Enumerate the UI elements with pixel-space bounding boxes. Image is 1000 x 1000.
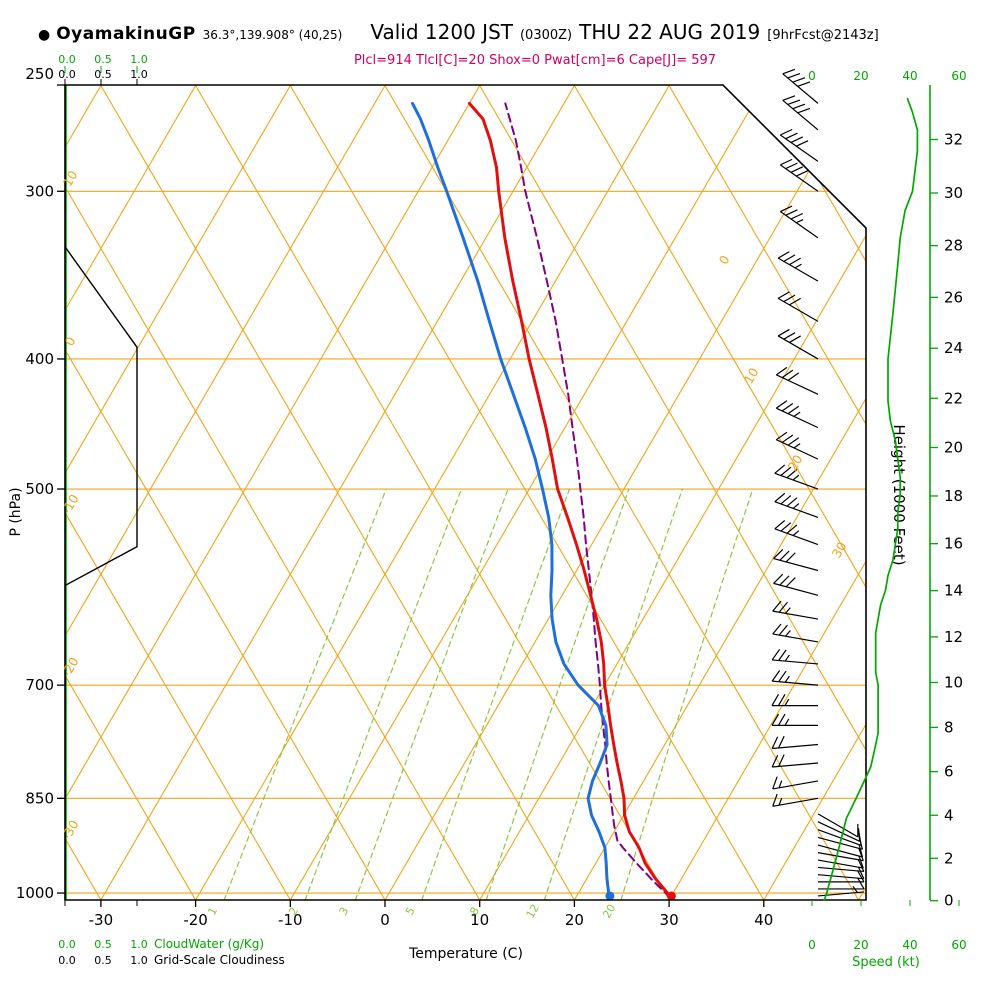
plot-border — [64, 84, 867, 901]
svg-text:-10: -10 — [278, 911, 303, 929]
surface-dots — [605, 891, 676, 901]
svg-text:6: 6 — [944, 763, 954, 781]
svg-text:0.5: 0.5 — [94, 68, 112, 81]
svg-text:1.0: 1.0 — [130, 954, 148, 967]
svg-text:20: 20 — [853, 938, 868, 952]
svg-text:Grid-Scale Cloudiness: Grid-Scale Cloudiness — [154, 953, 285, 967]
svg-text:60: 60 — [951, 938, 966, 952]
svg-text:20: 20 — [853, 69, 868, 83]
svg-text:-30: -30 — [89, 911, 114, 929]
svg-text:30: 30 — [944, 184, 963, 202]
svg-text:-20: -20 — [59, 654, 82, 679]
wind-barbs — [771, 68, 865, 897]
svg-text:0: 0 — [716, 253, 733, 267]
svg-text:0.0: 0.0 — [58, 954, 76, 967]
svg-text:10: 10 — [741, 365, 762, 386]
svg-text:14: 14 — [944, 582, 963, 600]
svg-text:-20: -20 — [183, 911, 208, 929]
svg-text:Speed (kt): Speed (kt) — [852, 955, 920, 970]
valid-time: Valid 1200 JST — [370, 20, 513, 44]
svg-text:40: 40 — [754, 911, 773, 929]
forecast-note: [9hrFcst@2143z] — [767, 28, 879, 43]
speed-profile — [823, 97, 919, 901]
svg-text:20: 20 — [565, 911, 584, 929]
stability-params: Plcl=914 Tlcl[C]=20 Shox=0 Pwat[cm]=6 Ca… — [353, 53, 717, 68]
svg-text:500: 500 — [25, 480, 54, 498]
svg-text:-30: -30 — [59, 817, 82, 842]
sounding-curves — [411, 101, 672, 900]
svg-text:20: 20 — [944, 439, 963, 457]
svg-text:40: 40 — [902, 938, 917, 952]
svg-text:0: 0 — [808, 938, 816, 952]
svg-text:30: 30 — [660, 911, 679, 929]
svg-text:2: 2 — [944, 849, 954, 867]
svg-text:250: 250 — [25, 65, 54, 83]
valid-date: THU 22 AUG 2019 — [579, 20, 761, 44]
svg-text:0.0: 0.0 — [58, 53, 76, 66]
svg-text:26: 26 — [944, 288, 963, 306]
svg-text:5: 5 — [403, 905, 418, 918]
svg-text:300: 300 — [25, 182, 54, 200]
svg-text:0: 0 — [808, 69, 816, 83]
svg-text:Height (1000 Feet): Height (1000 Feet) — [890, 424, 908, 565]
svg-text:12: 12 — [944, 628, 963, 646]
svg-text:-10: -10 — [59, 492, 82, 517]
cloud-profiles — [65, 85, 138, 900]
svg-text:0.5: 0.5 — [94, 938, 112, 951]
svg-text:22: 22 — [944, 389, 963, 407]
svg-text:1.0: 1.0 — [130, 53, 148, 66]
svg-text:18: 18 — [944, 487, 963, 505]
grid-lines — [65, 85, 866, 900]
svg-text:10: 10 — [60, 168, 81, 189]
svg-text:4: 4 — [944, 806, 954, 824]
svg-text:0: 0 — [944, 892, 954, 910]
svg-text:400: 400 — [25, 350, 54, 368]
header: ● OyamakinuGP 36.3°,139.908° (40,25) Val… — [38, 20, 886, 44]
station-name: OyamakinuGP — [56, 24, 196, 44]
svg-text:700: 700 — [25, 676, 54, 694]
svg-text:3: 3 — [337, 905, 352, 918]
svg-text:16: 16 — [944, 535, 963, 553]
svg-text:12: 12 — [524, 902, 542, 921]
svg-text:10: 10 — [944, 673, 963, 691]
svg-text:850: 850 — [25, 789, 54, 807]
svg-text:28: 28 — [944, 237, 963, 255]
svg-text:1.0: 1.0 — [130, 68, 148, 81]
station-bullet-icon: ● — [38, 27, 51, 43]
svg-text:60: 60 — [951, 69, 966, 83]
valid-utc: (0300Z) — [519, 28, 573, 43]
svg-text:P (hPa): P (hPa) — [8, 487, 24, 536]
svg-text:Temperature (C): Temperature (C) — [408, 946, 523, 962]
svg-text:CloudWater (g/Kg): CloudWater (g/Kg) — [154, 937, 264, 951]
svg-text:40: 40 — [902, 69, 917, 83]
svg-text:0.0: 0.0 — [58, 68, 76, 81]
svg-text:0.0: 0.0 — [58, 938, 76, 951]
svg-text:1000: 1000 — [16, 884, 54, 902]
svg-text:10: 10 — [470, 911, 489, 929]
svg-text:24: 24 — [944, 339, 963, 357]
svg-text:30: 30 — [829, 539, 850, 560]
svg-text:32: 32 — [944, 130, 963, 148]
svg-text:0.5: 0.5 — [94, 954, 112, 967]
svg-text:20: 20 — [785, 452, 806, 473]
station-coords: 36.3°,139.908° (40,25) — [202, 28, 343, 42]
svg-text:0: 0 — [380, 911, 390, 929]
svg-text:8: 8 — [944, 718, 954, 736]
svg-text:1.0: 1.0 — [130, 938, 148, 951]
svg-text:0: 0 — [62, 334, 79, 348]
svg-text:20: 20 — [600, 902, 618, 921]
svg-text:0.5: 0.5 — [94, 53, 112, 66]
